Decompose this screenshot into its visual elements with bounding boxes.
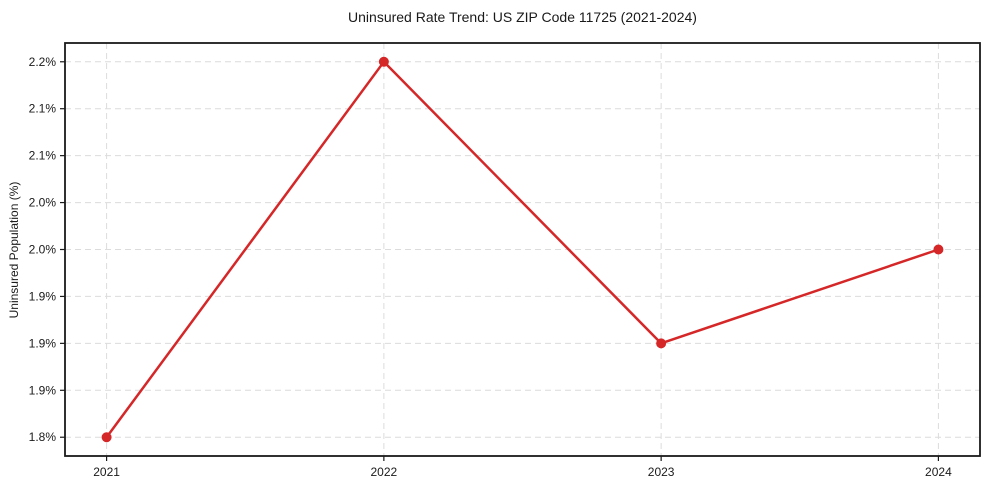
y-tick-label: 1.8% [29,430,57,444]
x-tick-label: 2024 [925,465,952,479]
chart-title: Uninsured Rate Trend: US ZIP Code 11725 … [348,9,697,25]
trend-line [105,60,940,439]
y-tick-label: 2.1% [29,149,57,163]
y-tick-label: 1.9% [29,289,57,303]
y-tick-label: 2.0% [29,243,57,257]
plot-border [64,42,981,457]
y-tick-label: 2.0% [29,196,57,210]
y-tick-label: 2.1% [29,102,57,116]
y-tick-label: 2.2% [29,55,57,69]
x-tick-label: 2023 [648,465,675,479]
y-tick-label: 1.9% [29,336,57,350]
x-tick-label: 2021 [93,465,120,479]
data-point-2022 [378,56,389,67]
data-point-2021 [101,432,112,443]
x-tick-label: 2022 [371,465,398,479]
data-point-2024 [933,244,944,255]
y-tick-label: 1.9% [29,383,57,397]
data-point-2023 [656,338,667,349]
